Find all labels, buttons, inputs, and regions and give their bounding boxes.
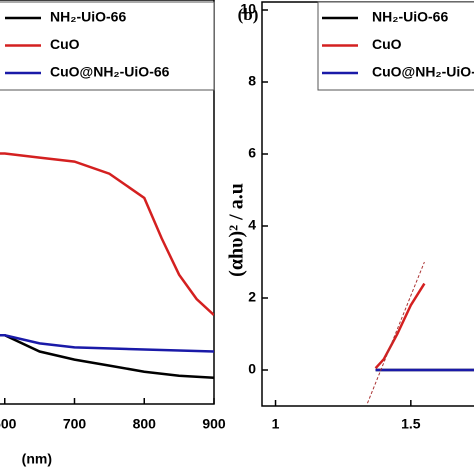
data-line xyxy=(0,152,214,317)
data-line xyxy=(374,282,426,370)
tangent-line xyxy=(366,261,425,404)
y-tick-label: 0 xyxy=(248,361,256,377)
plot-frame xyxy=(0,0,215,405)
legend-label: CuO xyxy=(372,36,402,52)
y-tick-label: 6 xyxy=(248,145,256,161)
legend-label: CuO@NH₂-UiO-66 xyxy=(372,64,474,80)
y-tick-label: 8 xyxy=(248,73,256,89)
x-tick-label: 1.5 xyxy=(401,416,421,432)
x-tick-label: 600 xyxy=(0,416,17,432)
panel-label: (b) xyxy=(238,5,259,24)
x-tick-label: 900 xyxy=(202,416,226,432)
y-tick-label: 10 xyxy=(240,1,256,17)
legend-label: CuO xyxy=(50,36,80,52)
y-tick-label: 4 xyxy=(248,217,256,233)
data-line xyxy=(0,334,214,379)
legend-label: CuO@NH₂-UiO-66 xyxy=(50,64,170,80)
data-line xyxy=(0,334,214,353)
x-axis-label: (nm) xyxy=(22,451,52,467)
y-axis-label: (αhυ)² / a.u xyxy=(226,183,248,277)
x-tick-label: 700 xyxy=(63,416,87,432)
y-tick-label: 2 xyxy=(248,289,256,305)
plot-area xyxy=(0,152,214,379)
x-tick-label: 1 xyxy=(272,416,280,432)
plot-area xyxy=(366,261,474,404)
legend-label: NH₂-UiO-66 xyxy=(50,9,126,25)
x-tick-label: 800 xyxy=(133,416,157,432)
legend-label: NH₂-UiO-66 xyxy=(372,9,448,25)
